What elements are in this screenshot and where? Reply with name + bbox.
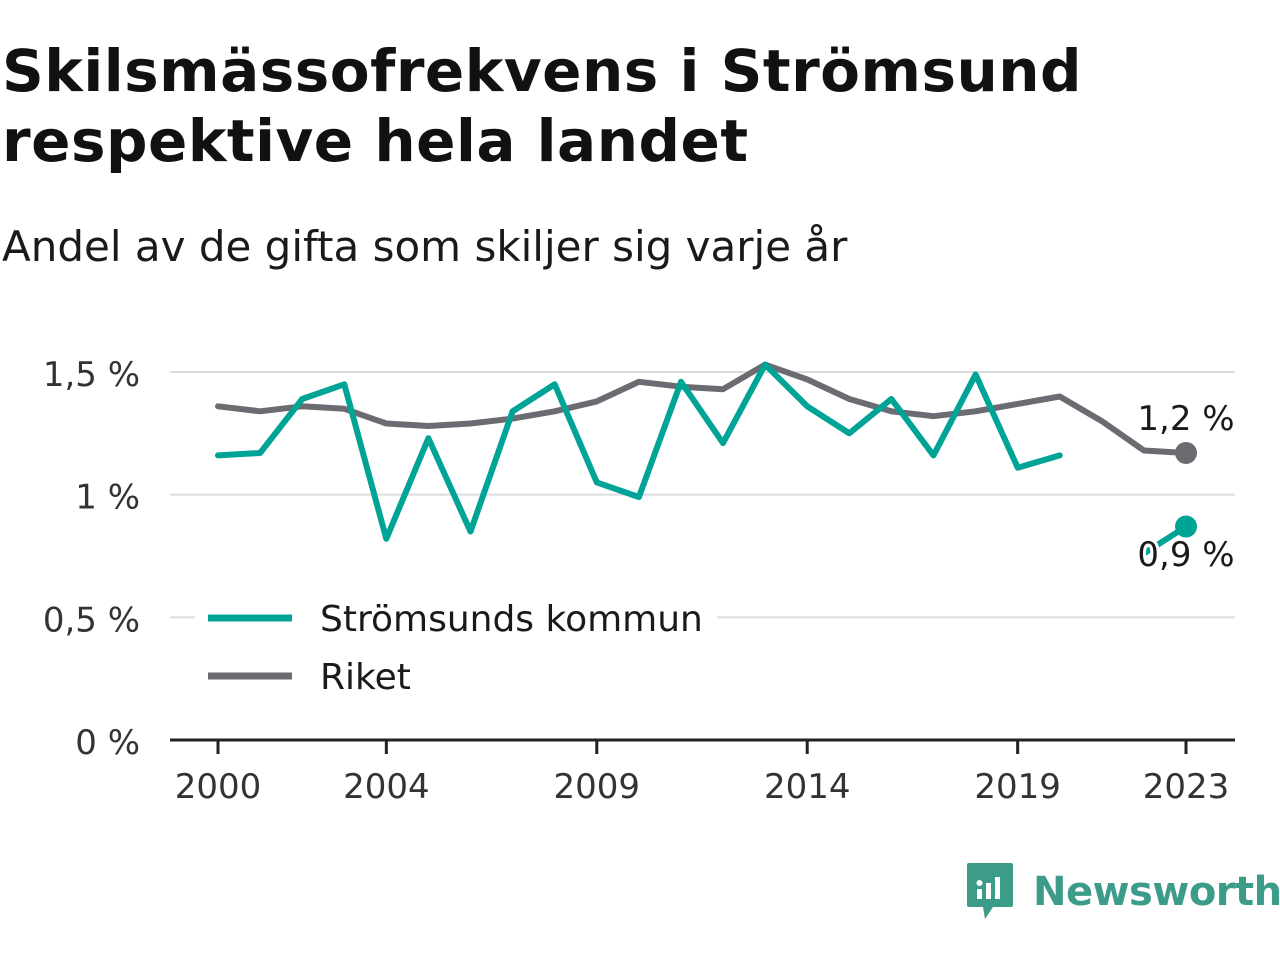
y-tick-label: 1,5 % xyxy=(43,355,140,395)
x-tick-label: 2019 xyxy=(974,767,1061,807)
legend-label: Strömsunds kommun xyxy=(320,599,703,640)
series-end-point xyxy=(1175,515,1197,538)
y-tick-label: 1 % xyxy=(75,478,140,518)
x-tick-label: 2004 xyxy=(343,767,430,807)
x-tick-label: 2009 xyxy=(554,767,641,807)
brand-name: Newsworthy xyxy=(1033,869,1280,915)
x-tick-label: 2014 xyxy=(764,767,851,807)
series-line-stromsund xyxy=(215,361,1063,542)
newsworthy-logo-icon xyxy=(967,863,1013,919)
end-label-riket: 1,2 % xyxy=(1137,399,1234,439)
chart-title: Skilsmässofrekvens i Strömsund respektiv… xyxy=(2,37,1083,175)
series-end-point xyxy=(1175,441,1197,464)
x-tick-label: 2023 xyxy=(1143,767,1230,807)
series-line-riket xyxy=(215,361,1189,456)
legend-background xyxy=(195,590,717,710)
y-tick-label: 0 % xyxy=(75,723,140,763)
y-tick-label: 0,5 % xyxy=(43,600,140,640)
x-tick-label: 2000 xyxy=(175,767,262,807)
brand-logo: Newsworthy xyxy=(965,860,1280,924)
chart-subtitle: Andel av de gifta som skiljer sig varje … xyxy=(2,222,848,271)
end-label-stromsund: 0,9 % xyxy=(1137,535,1234,575)
legend-label: Riket xyxy=(320,657,411,698)
